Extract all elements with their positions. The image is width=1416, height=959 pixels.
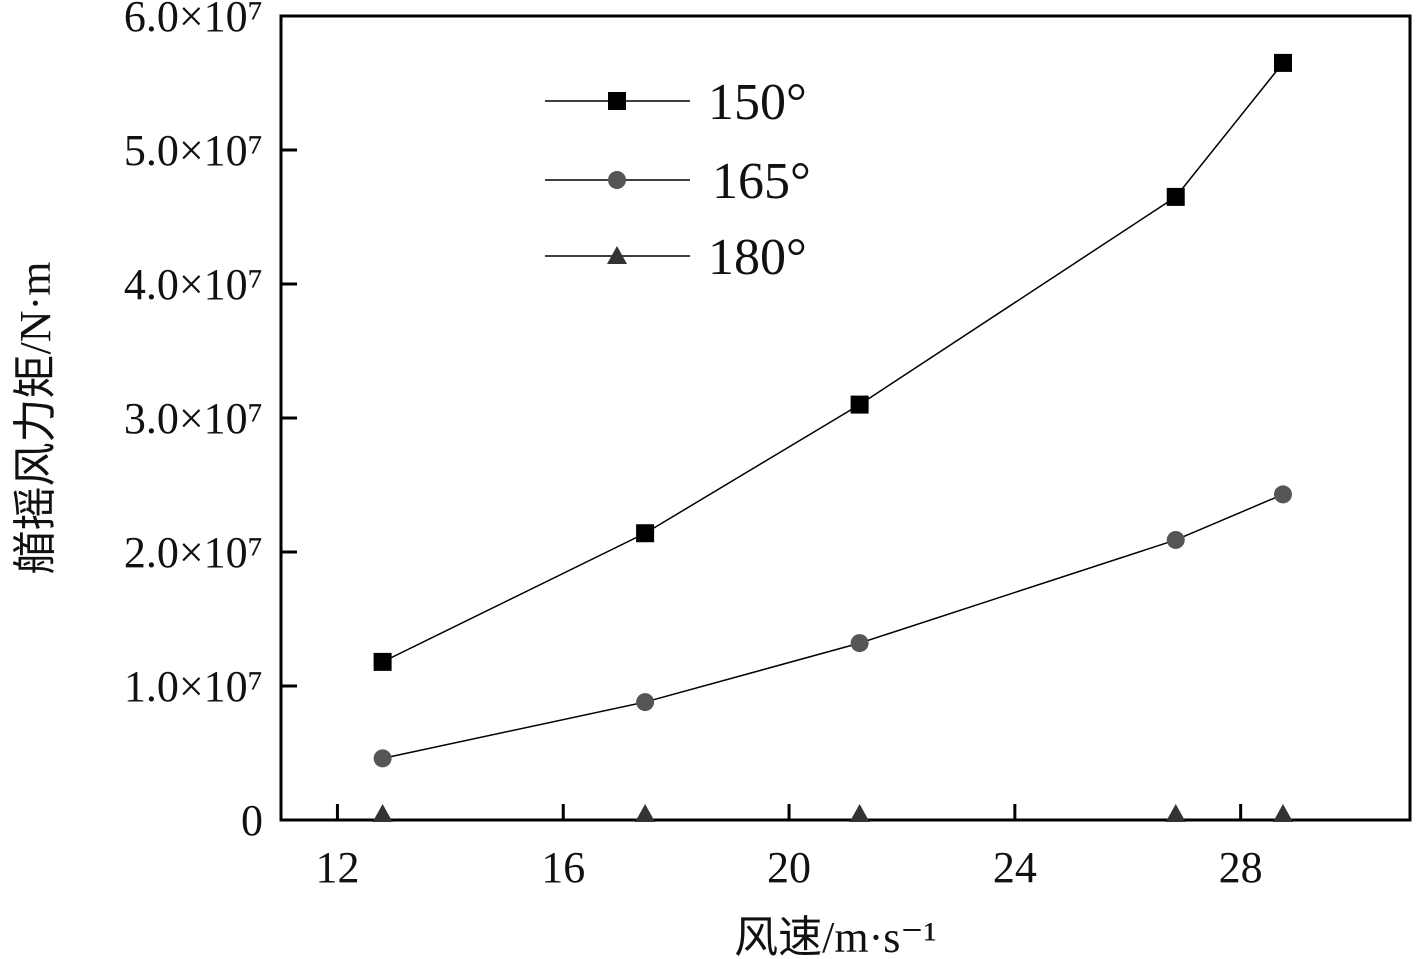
series-line xyxy=(382,493,1284,760)
y-axis-label: 艏摇风力矩/N·m xyxy=(11,262,60,575)
x-tick-label: 24 xyxy=(993,843,1037,892)
data-point xyxy=(849,804,870,822)
data-point xyxy=(373,749,392,768)
x-axis: 12 16 20 24 28 xyxy=(315,804,1263,892)
legend-marker xyxy=(608,92,626,110)
data-point xyxy=(636,524,655,543)
data-point xyxy=(1272,804,1293,822)
x-tick-label: 20 xyxy=(767,843,811,892)
y-tick-label: 1.0×10⁷ xyxy=(124,662,263,711)
data-point xyxy=(635,804,656,822)
y-tick-label: 5.0×10⁷ xyxy=(124,126,263,175)
y-tick-label: 0 xyxy=(241,796,263,845)
y-tick-label: 2.0×10⁷ xyxy=(124,528,263,577)
data-point xyxy=(1165,804,1186,822)
series-triangle xyxy=(372,804,1293,822)
series-circle xyxy=(373,485,1292,768)
legend-label: 150° xyxy=(708,74,807,131)
legend-item: 165° xyxy=(545,153,811,210)
y-tick-label: 3.0×10⁷ xyxy=(124,394,263,443)
y-tick-label: 4.0×10⁷ xyxy=(124,260,263,309)
series-line xyxy=(382,62,1284,663)
legend-item: 180° xyxy=(545,229,807,286)
plot-frame xyxy=(279,14,1412,822)
legend-label: 165° xyxy=(712,153,811,210)
data-point xyxy=(1273,53,1292,72)
series-layer xyxy=(372,53,1293,822)
legend-label: 180° xyxy=(708,229,807,286)
x-tick-label: 28 xyxy=(1219,843,1263,892)
x-tick-label: 12 xyxy=(315,843,359,892)
data-point xyxy=(1166,187,1185,206)
y-tick-label: 6.0×10⁷ xyxy=(124,0,263,41)
data-point xyxy=(372,804,393,822)
legend-marker xyxy=(607,246,627,264)
y-axis: 0 1.0×10⁷ 2.0×10⁷ 3.0×10⁷ 4.0×10⁷ 5.0×10⁷ 6.0×… xyxy=(124,0,297,845)
x-axis-label: 风速/m·s⁻¹ xyxy=(734,913,937,959)
data-point xyxy=(373,652,392,671)
legend-marker xyxy=(608,171,626,189)
x-tick-label: 16 xyxy=(541,843,585,892)
data-point xyxy=(850,634,869,653)
data-point xyxy=(1166,530,1185,549)
data-point xyxy=(1273,485,1292,504)
legend-item: 150° xyxy=(545,74,807,131)
data-point xyxy=(636,693,655,712)
data-point xyxy=(850,395,869,414)
legend: 150° 165° 180° xyxy=(545,74,811,286)
series-square xyxy=(373,53,1292,671)
